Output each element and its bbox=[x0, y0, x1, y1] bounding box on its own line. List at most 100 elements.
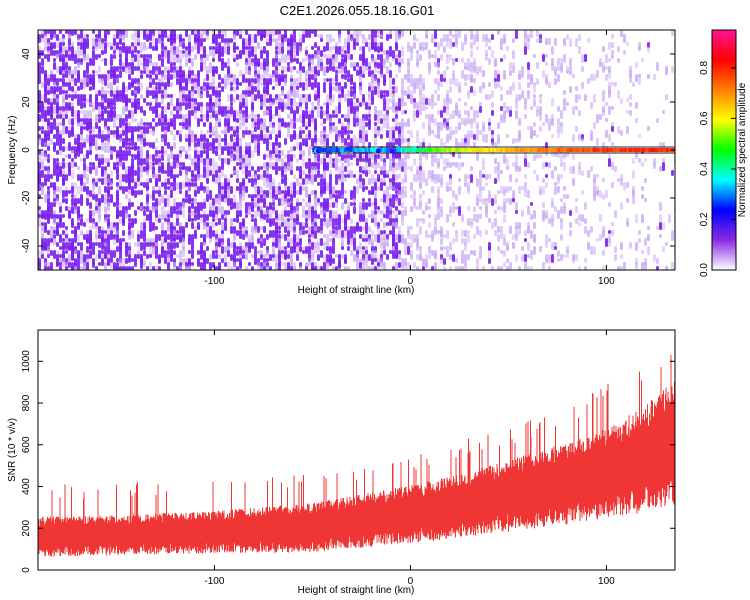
spectrogram-noise-cell bbox=[467, 110, 470, 118]
spectrogram-noise-cell bbox=[155, 138, 158, 143]
spectrogram-noise-cell bbox=[284, 178, 287, 186]
spectrogram-noise-cell bbox=[380, 66, 383, 75]
spectrogram-noise-cell bbox=[443, 234, 446, 238]
spectrogram-noise-cell bbox=[110, 54, 113, 59]
spectrogram-noise-cell bbox=[431, 130, 434, 134]
spectrogram-noise-cell bbox=[140, 94, 143, 99]
spectrogram-noise-cell bbox=[602, 90, 605, 99]
spectrogram-noise-cell bbox=[293, 50, 296, 54]
spectrogram-noise-cell bbox=[524, 182, 527, 191]
spectrogram-noise-cell bbox=[62, 258, 65, 267]
spectrogram-noise-cell bbox=[347, 50, 350, 54]
spectrogram-noise-cell bbox=[365, 154, 368, 163]
spectrogram-noise-cell bbox=[260, 82, 263, 86]
spectrogram-noise-cell bbox=[173, 114, 176, 123]
spectrogram-noise-cell bbox=[527, 42, 530, 50]
spectrogram-noise-cell bbox=[167, 102, 170, 110]
spectrogram-noise-cell bbox=[419, 46, 422, 51]
spectrogram-noise-cell bbox=[203, 222, 206, 230]
spectrogram-noise-cell bbox=[365, 114, 368, 121]
spectrogram-noise-cell bbox=[191, 218, 194, 222]
spectrogram-noise-cell bbox=[95, 266, 98, 270]
spectrogram-noise-cell bbox=[308, 166, 311, 174]
spectrogram-noise-cell bbox=[434, 226, 437, 235]
spectrogram-noise-cell bbox=[170, 130, 173, 135]
spectrogram-noise-cell bbox=[80, 38, 83, 43]
spectrogram-noise-cell bbox=[143, 142, 146, 146]
spectrogram-noise-cell bbox=[98, 202, 101, 206]
spectrogram-noise-cell bbox=[560, 110, 563, 119]
spectrogram-noise-cell bbox=[278, 154, 281, 159]
spectrogram-noise-cell bbox=[236, 246, 239, 250]
spectrogram-noise-cell bbox=[350, 162, 353, 166]
spectrogram-noise-cell bbox=[86, 66, 89, 74]
spectrogram-noise-cell bbox=[101, 50, 104, 55]
spectrogram-noise-cell bbox=[50, 34, 53, 40]
spectrogram-noise-cell bbox=[83, 186, 86, 192]
spectrogram-noise-cell bbox=[170, 54, 173, 62]
spectrogram-noise-cell bbox=[311, 166, 314, 174]
spectrogram-noise-cell bbox=[383, 90, 386, 94]
spectrogram-noise-cell bbox=[488, 126, 491, 131]
spectrogram-noise-cell bbox=[458, 162, 461, 171]
spectrogram-noise-cell bbox=[371, 162, 374, 168]
spectrogram-noise-cell bbox=[395, 30, 398, 39]
spectrogram-noise-cell bbox=[449, 78, 452, 85]
spectrogram-noise-cell bbox=[122, 154, 125, 161]
spectrogram-noise-cell bbox=[164, 198, 167, 207]
spectrogram-noise-cell bbox=[86, 266, 89, 270]
spectrogram-noise-cell bbox=[266, 266, 269, 270]
spectrogram-noise-cell bbox=[578, 94, 581, 100]
spectrogram-noise-cell bbox=[389, 90, 392, 97]
spectrogram-noise-cell bbox=[149, 162, 152, 170]
spectrogram-noise-cell bbox=[104, 246, 107, 251]
spectrogram-noise-cell bbox=[296, 142, 299, 150]
spectrogram-noise-cell bbox=[146, 122, 149, 126]
spectrogram-noise-cell bbox=[236, 118, 239, 123]
spectrogram-noise-cell bbox=[59, 262, 62, 266]
spectrogram-noise-cell bbox=[185, 126, 188, 130]
spectrogram-noise-cell bbox=[317, 154, 320, 162]
spectrogram-noise-cell bbox=[548, 238, 551, 242]
spectrogram-noise-cell bbox=[377, 210, 380, 214]
spectrogram-noise-cell bbox=[212, 250, 215, 259]
spectrogram-noise-cell bbox=[41, 126, 44, 130]
spectrogram-noise-cell bbox=[98, 226, 101, 234]
spectrogram-noise-cell bbox=[599, 62, 602, 67]
spectrogram-noise-cell bbox=[419, 182, 422, 189]
spectrogram-noise-cell bbox=[314, 94, 317, 101]
spectrogram-noise-cell bbox=[143, 210, 146, 216]
spectrogram-noise-cell bbox=[533, 170, 536, 174]
spectrogram-noise-cell bbox=[335, 230, 338, 238]
spectrogram-noise-cell bbox=[566, 250, 569, 258]
spectrogram-noise-cell bbox=[140, 138, 143, 145]
spectrogram-noise-cell bbox=[305, 126, 308, 130]
spectrogram-noise-cell bbox=[194, 82, 197, 88]
spectrogram-noise-cell bbox=[50, 130, 53, 134]
spectrogram-noise-cell bbox=[524, 158, 527, 167]
spectrogram-noise-cell bbox=[53, 234, 56, 239]
spectrogram-noise-cell bbox=[434, 154, 437, 158]
spectrogram-noise-cell bbox=[101, 134, 104, 143]
spectrogram-noise-cell bbox=[404, 246, 407, 255]
spectrogram-noise-cell bbox=[167, 126, 170, 132]
spectrogram-noise-cell bbox=[602, 98, 605, 102]
spectrogram-noise-cell bbox=[179, 74, 182, 79]
spectrogram-noise-cell bbox=[254, 122, 257, 126]
spectrogram-noise-cell bbox=[557, 58, 560, 66]
spectrogram-noise-cell bbox=[449, 254, 452, 260]
spectrogram-noise-cell bbox=[509, 110, 512, 117]
spectrogram-noise-cell bbox=[41, 214, 44, 219]
spectrogram-noise-cell bbox=[209, 262, 212, 267]
spectrogram-noise-cell bbox=[203, 62, 206, 71]
spectrogram-noise-cell bbox=[71, 86, 74, 92]
spectrogram-noise-cell bbox=[338, 118, 341, 124]
spectrogram-noise-cell bbox=[317, 226, 320, 233]
spectrogram-noise-cell bbox=[524, 190, 527, 197]
spectrogram-noise-cell bbox=[338, 94, 341, 98]
spectrogram-noise-cell bbox=[149, 42, 152, 49]
spectrogram-noise-cell bbox=[170, 82, 173, 87]
spectrogram-noise-cell bbox=[134, 46, 137, 53]
spectrogram-noise-cell bbox=[479, 106, 482, 113]
spectrogram-noise-cell bbox=[134, 210, 137, 216]
